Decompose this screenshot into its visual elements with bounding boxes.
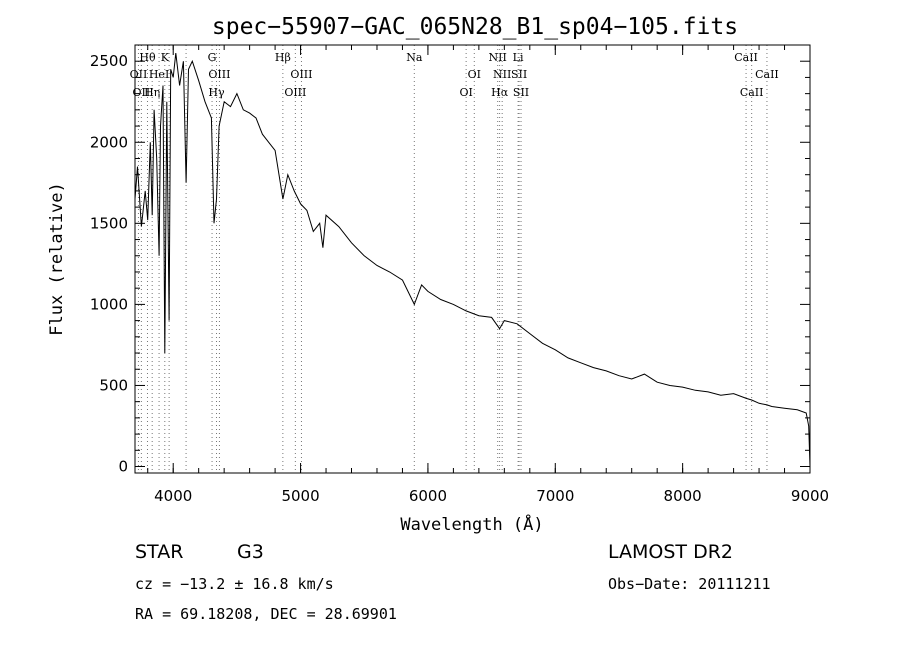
y-tick-label: 500 [99,376,128,394]
y-axis-label: Flux (relative) [47,182,67,336]
y-axis-ticks: 0 500 1000 1500 2000 2500 [90,44,810,476]
marker-label: Hγ [208,86,225,99]
marker-label: CaII [734,51,758,64]
marker-label: G [208,51,217,64]
y-tick-label: 2500 [90,52,128,70]
object-subclass: G3 [237,541,264,563]
marker-label: SII [511,68,527,81]
y-tick-label: 1500 [90,214,128,232]
marker-label: Hη [144,86,160,99]
x-tick-label: 6000 [409,487,447,505]
spectrum-line [134,53,811,467]
y-tick-label: 2000 [90,133,128,151]
x-tick-label: 4000 [154,487,192,505]
marker-label: CaII [740,86,764,99]
spectrum-series [134,53,811,467]
marker-label: NII [489,51,507,64]
marker-label: Na [406,51,423,64]
marker-label: NII [493,68,511,81]
marker-label: HeI [149,68,169,81]
sky-coordinates: RA = 69.18208, DEC = 28.69901 [135,605,397,623]
marker-label: OIII [290,68,312,81]
x-axis-ticks: 4000 5000 6000 7000 8000 9000 [147,45,829,505]
survey-name: LAMOST DR2 [608,541,733,563]
marker-label: Hθ [139,51,156,64]
x-tick-label: 9000 [791,487,829,505]
x-tick-label: 5000 [281,487,319,505]
marker-label: OI [468,68,481,81]
marker-label: Hα [491,86,509,99]
x-tick-label: 8000 [664,487,702,505]
spectral-line-markers: OII OII Hθ Hη HeI K G Hγ OIII Hβ OIII OIII Na OI OI NII… [130,45,779,473]
plot-frame [134,44,811,474]
x-axis-label: Wavelength (Å) [400,513,543,535]
marker-label: OII [130,68,148,81]
marker-label: OIII [284,86,306,99]
marker-label: CaII [755,68,779,81]
marker-label: OII [133,86,151,99]
chart-title: spec−55907−GAC_065N28_B1_sp04−105.fits [212,14,738,40]
marker-label: SII [513,86,529,99]
object-class: STAR [135,541,184,563]
redshift-velocity: cz = −13.2 ± 16.8 km/s [135,575,334,593]
y-tick-label: 1000 [90,295,128,313]
marker-label: OI [459,86,472,99]
marker-label: Hβ [275,51,291,64]
y-tick-label: 0 [118,458,128,476]
marker-label: K [161,51,170,64]
observation-date: Obs−Date: 20111211 [608,575,771,593]
marker-label: OIII [208,68,230,81]
x-tick-label: 7000 [536,487,574,505]
marker-label: Li [513,51,524,64]
